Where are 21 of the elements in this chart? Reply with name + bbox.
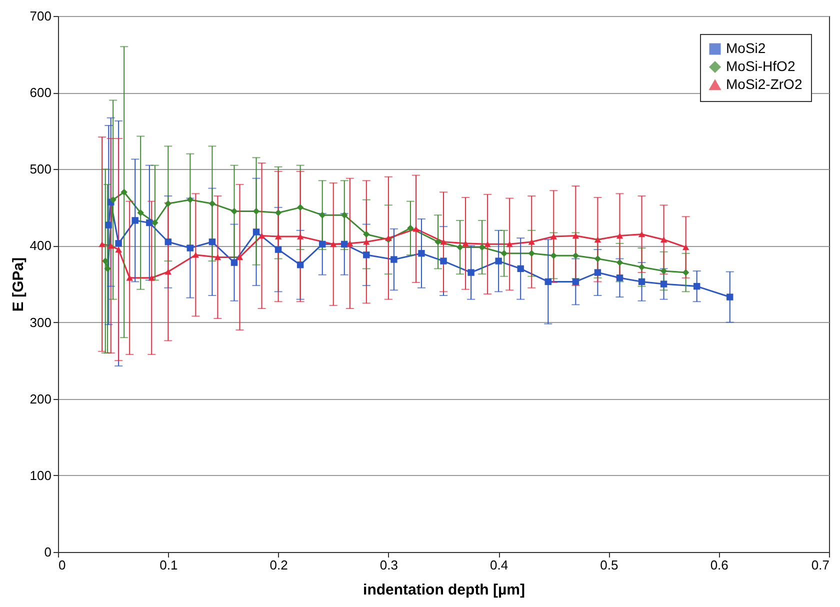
x-axis-title: indentation depth [µm] <box>363 582 525 598</box>
x-tick-label: 0.4 <box>490 558 508 572</box>
x-tick-label: 0.5 <box>600 558 618 572</box>
y-tick-label: 200 <box>30 391 52 406</box>
x-tick-label: 0.3 <box>380 558 398 572</box>
y-tick-label: 400 <box>30 238 52 254</box>
x-tick-label: 0.1 <box>160 558 178 572</box>
y-tick-label: 500 <box>30 162 52 177</box>
y-tick-label: 300 <box>30 314 52 330</box>
y-tick-label: 100 <box>30 468 52 483</box>
x-tick-label: 0.6 <box>710 558 728 572</box>
legend-label: MoSi-HfO2 <box>726 58 796 74</box>
legend-label: MoSi2 <box>726 40 766 56</box>
x-tick-label: 0.7 <box>811 558 830 572</box>
x-tick-label: 0.2 <box>270 558 288 572</box>
y-tick-label: 600 <box>30 85 52 100</box>
y-axis-title: E [GPa] <box>10 257 27 312</box>
y-tick-label: 700 <box>30 8 52 24</box>
y-tick-label: 0 <box>44 544 52 560</box>
x-tick-label: 0 <box>58 558 66 572</box>
legend-label: MoSi2-ZrO2 <box>726 76 802 92</box>
